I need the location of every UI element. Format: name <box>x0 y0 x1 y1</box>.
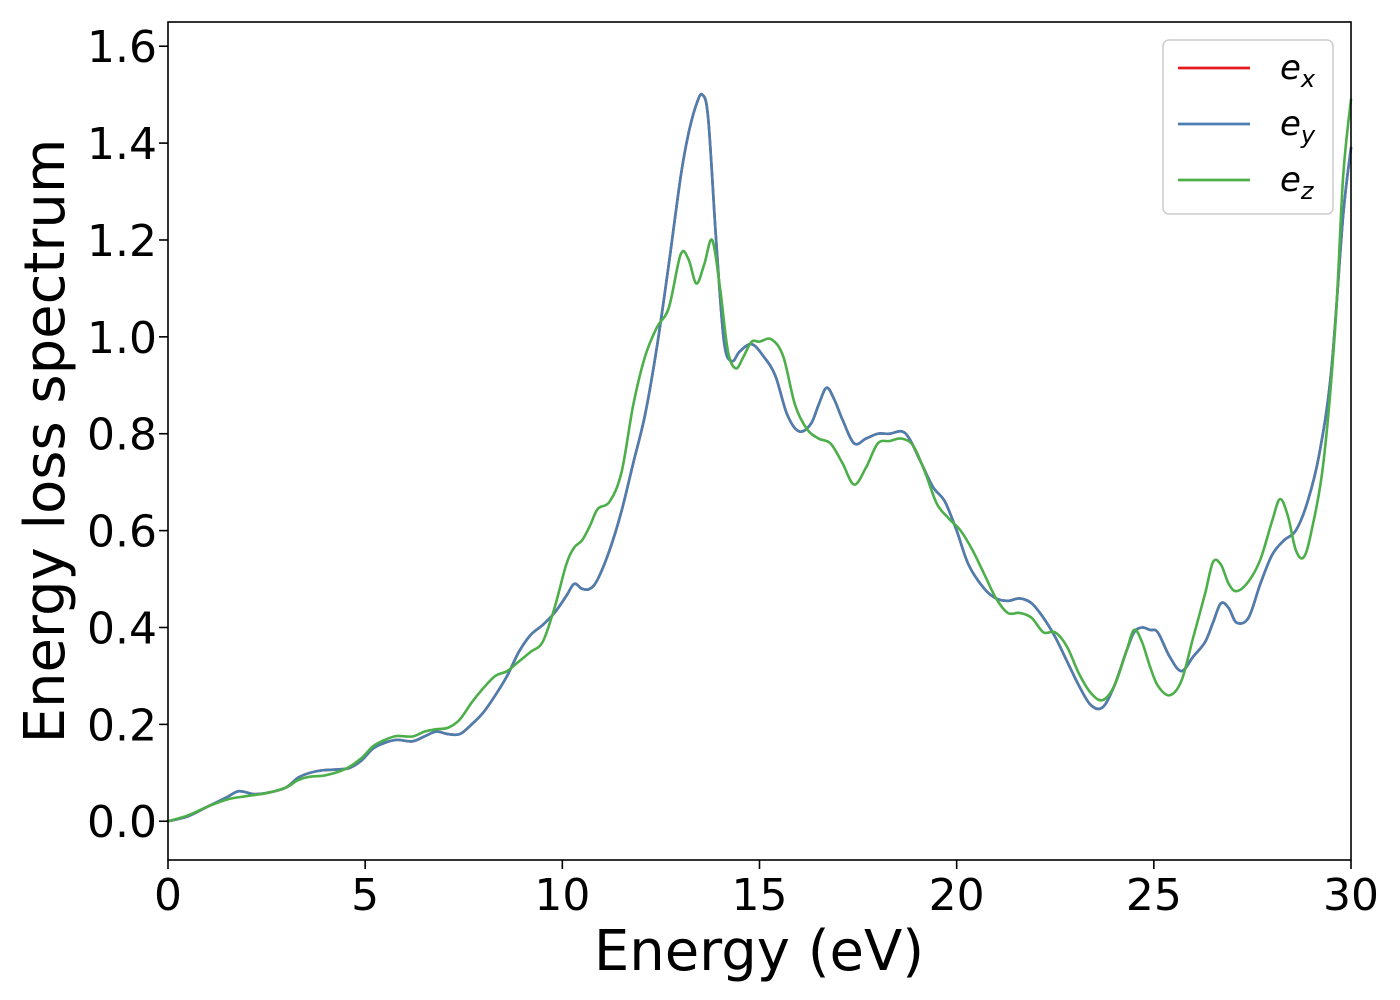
x-tick-label: 30 <box>1323 870 1379 921</box>
y-axis-title: Energy loss spectrum <box>13 139 78 744</box>
series-line-z <box>166 98 1353 823</box>
x-tick-label: 0 <box>154 870 182 921</box>
series-layer <box>166 92 1353 823</box>
series-line-y <box>166 92 1353 823</box>
x-axis-ticks: 0 5 10 15 20 25 30 <box>154 860 1379 921</box>
plot-background <box>168 22 1351 860</box>
legend-label-y: ey <box>1280 104 1316 149</box>
y-tick-label: 0.6 <box>87 507 157 558</box>
x-tick-label: 10 <box>534 870 590 921</box>
y-tick-label: 1.4 <box>87 119 157 170</box>
x-tick-label: 15 <box>732 870 788 921</box>
y-axis-ticks: 0.0 0.2 0.4 0.6 0.8 1.0 1.2 1.4 1.6 <box>87 22 168 848</box>
x-tick-label: 20 <box>929 870 985 921</box>
legend-frame <box>1162 39 1334 215</box>
x-tick-label: 5 <box>351 870 379 921</box>
y-tick-label: 1.2 <box>87 216 157 267</box>
y-tick-label: 0.0 <box>87 797 157 848</box>
x-axis-title: Energy (eV) <box>594 919 924 984</box>
y-tick-label: 1.6 <box>87 22 157 73</box>
y-tick-label: 0.4 <box>87 603 157 654</box>
x-tick-label: 25 <box>1126 870 1182 921</box>
y-tick-label: 0.8 <box>87 410 157 461</box>
y-tick-label: 0.2 <box>87 700 157 751</box>
y-tick-label: 1.0 <box>87 313 157 364</box>
